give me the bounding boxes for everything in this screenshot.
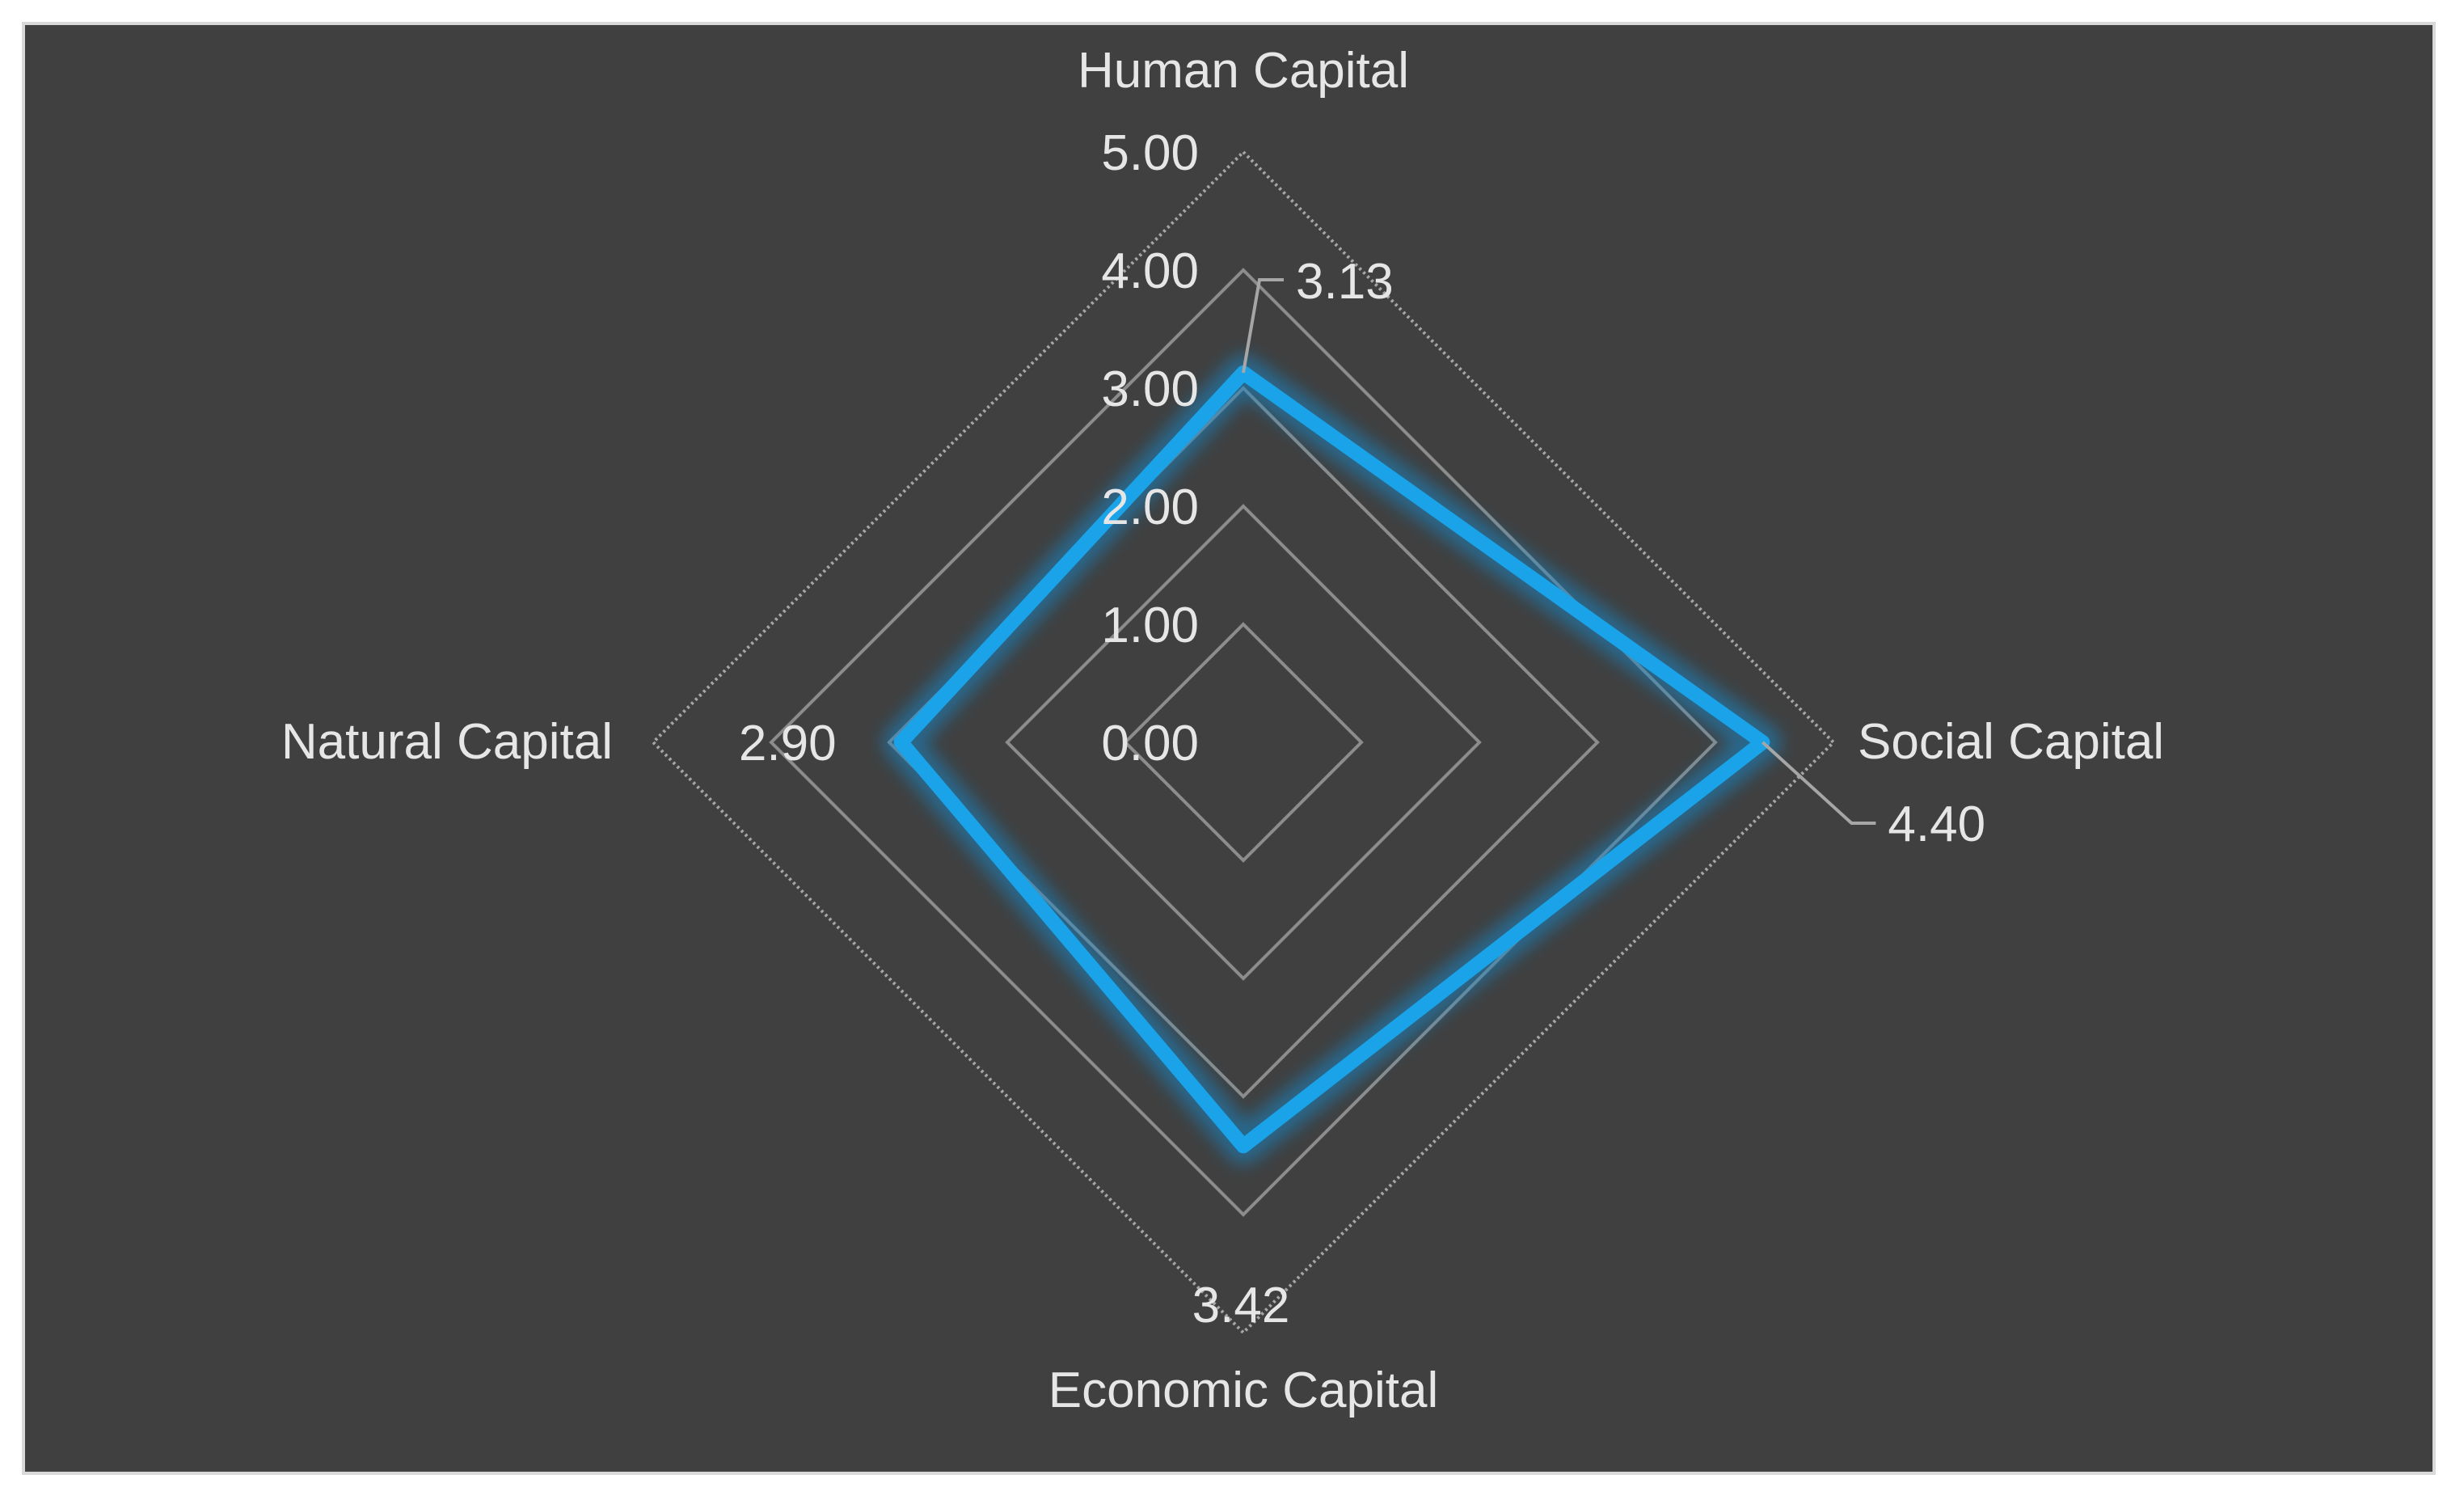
gridline-ring-3 [887, 386, 1600, 1099]
data-label: 2.90 [739, 716, 837, 771]
radar-chart-svg: 0.00 1.00 2.00 3.00 4.00 5.00 Human Capital Soc… [281, 43, 2164, 1418]
radar-chart: 0.00 1.00 2.00 3.00 4.00 5.00 Human Capital Soc… [22, 22, 2436, 1475]
category-label: Natural Capital [281, 714, 613, 770]
tick-label: 1.00 [1101, 598, 1199, 653]
data-label: 3.42 [1192, 1278, 1290, 1333]
tick-label: 3.00 [1101, 361, 1199, 417]
tick-label: 2.00 [1101, 480, 1199, 535]
radar-labels: 0.00 1.00 2.00 3.00 4.00 5.00 Human Capital Soc… [281, 43, 2164, 1418]
category-label: Social Capital [1858, 714, 2164, 770]
tick-label: 0.00 [1101, 716, 1199, 771]
data-label: 3.13 [1296, 254, 1394, 310]
category-label: Human Capital [1078, 43, 1409, 99]
gridline-ring-5 [651, 150, 1836, 1335]
data-label-leaders [1242, 278, 1876, 825]
data-label-leader [1762, 741, 1876, 825]
gridline-ring-1 [1123, 622, 1364, 863]
tick-label: 4.00 [1101, 243, 1199, 299]
data-label: 4.40 [1888, 796, 1985, 852]
category-label: Economic Capital [1048, 1363, 1438, 1418]
radar-series [882, 354, 1782, 1165]
series-glow-0 [882, 354, 1782, 1165]
series-line-0 [893, 365, 1770, 1154]
data-label-leader [1242, 278, 1284, 374]
tick-label: 5.00 [1101, 125, 1199, 181]
gridline-ring-2 [1005, 504, 1482, 981]
